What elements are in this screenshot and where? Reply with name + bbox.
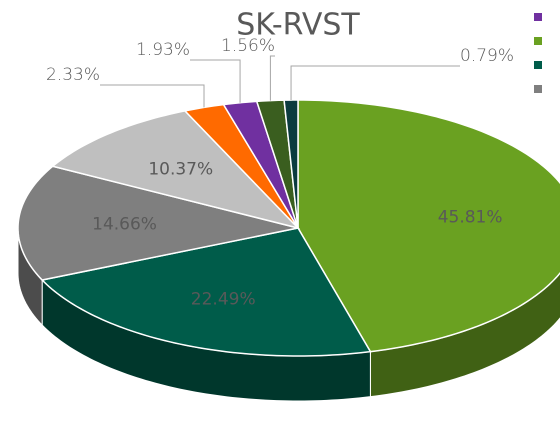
pie-slice xyxy=(17,165,299,281)
data-label: 45.81% xyxy=(438,208,503,228)
leader-line xyxy=(190,59,241,103)
legend-swatch xyxy=(534,61,542,69)
data-label: 2.33% xyxy=(46,65,100,85)
leader-line xyxy=(100,84,205,108)
legend-swatch xyxy=(534,37,542,45)
leader-line xyxy=(269,55,275,101)
data-label: 1.93% xyxy=(136,40,190,60)
legend-swatch xyxy=(534,85,542,93)
pie-slice xyxy=(222,100,299,229)
data-label: 22.49% xyxy=(191,290,256,310)
data-label: 14.66% xyxy=(92,215,157,235)
data-label: 0.79% xyxy=(460,46,514,66)
pie-slice xyxy=(283,99,299,229)
pie-slice xyxy=(51,110,301,230)
legend-swatch xyxy=(534,13,542,21)
chart-title: SK-RVST xyxy=(236,8,360,43)
pie-slice xyxy=(255,99,299,229)
pie-slice xyxy=(183,103,299,229)
data-label: 1.56% xyxy=(221,36,275,56)
data-label: 10.37% xyxy=(148,159,213,179)
pie-slice xyxy=(297,99,560,353)
pie-slice xyxy=(40,227,372,357)
leader-line xyxy=(290,65,460,101)
